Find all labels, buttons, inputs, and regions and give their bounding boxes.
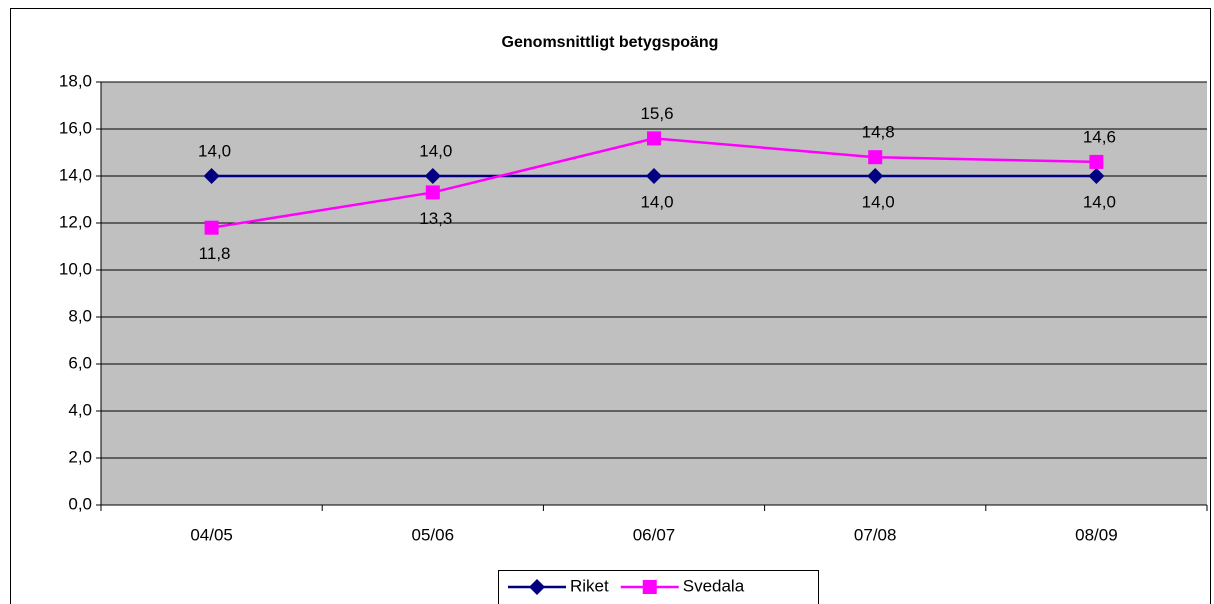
data-label: 14,0 [419,141,452,160]
y-tick-label: 6,0 [68,353,92,372]
marker [646,168,662,184]
data-label: 11,8 [199,244,231,263]
x-tick-label: 06/07 [633,525,676,544]
data-label: 15,6 [640,104,673,123]
y-tick-label: 14,0 [59,165,92,184]
marker [868,150,883,165]
data-label: 14,8 [862,123,895,142]
x-tick-label: 04/05 [190,525,233,544]
data-label: 13,3 [419,209,452,228]
marker [867,168,884,184]
y-tick-label: 2,0 [68,447,92,466]
marker [647,131,661,146]
plot-area [101,82,1207,505]
y-tick-label: 10,0 [59,259,92,278]
chart-title: Genomsnittligt betygspoäng [502,34,719,51]
marker [642,580,657,594]
marker [529,579,545,595]
marker [204,220,219,235]
y-tick-label: 4,0 [68,400,92,419]
x-tick-label: 07/08 [854,525,897,544]
legend-label: Svedala [683,576,745,595]
marker [425,185,440,200]
y-tick-label: 8,0 [68,306,92,325]
y-tick-label: 12,0 [59,212,92,231]
y-tick-label: 18,0 [59,71,92,90]
x-tick-label: 05/06 [412,525,455,544]
marker [1088,168,1105,184]
marker [424,168,441,184]
marker [1089,154,1104,169]
data-label: 14,0 [640,192,673,211]
y-tick-label: 0,0 [68,494,92,513]
y-tick-label: 16,0 [59,118,92,137]
data-label: 14,6 [1083,127,1116,146]
data-label: 14,0 [198,141,231,160]
data-label: 14,0 [862,192,895,211]
legend-label: Riket [570,576,609,595]
marker [203,168,220,184]
x-tick-label: 08/09 [1075,525,1118,544]
data-label: 14,0 [1083,192,1116,211]
